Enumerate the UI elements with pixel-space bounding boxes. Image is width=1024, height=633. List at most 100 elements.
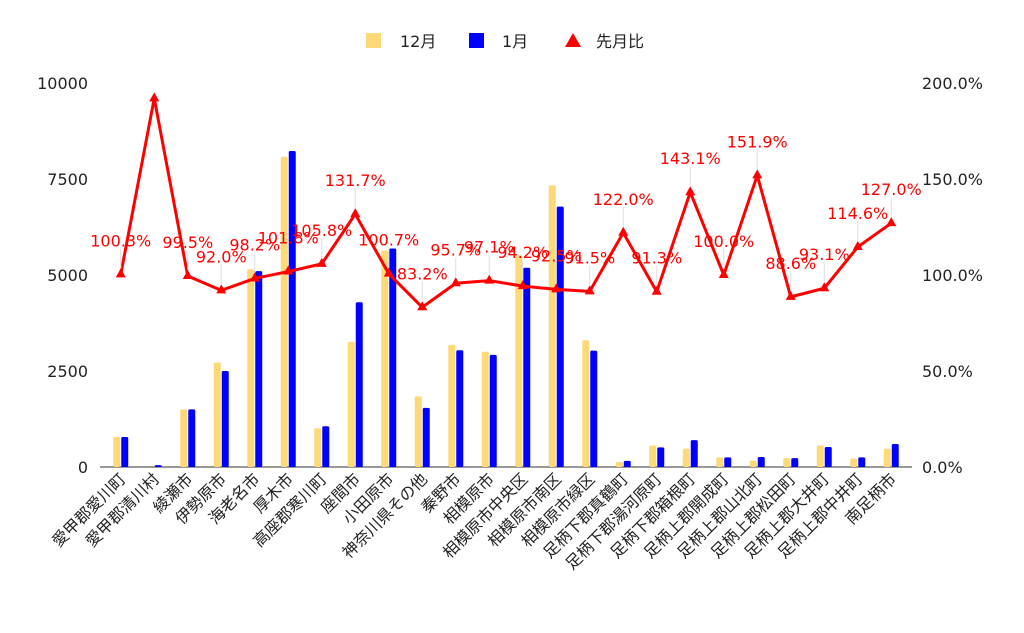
bar-12月-伊勢原市	[213, 362, 221, 467]
bar-12月-相模原市	[481, 351, 489, 467]
bar-12月-秦野市	[448, 344, 456, 467]
ratio-point-相模原市	[484, 274, 495, 284]
bar-1月-相模原市南区	[556, 206, 564, 467]
bar-12月-厚木市	[280, 156, 288, 467]
bar-1月-足柄下郡箱根町	[690, 440, 698, 467]
ratio-point-綾瀬市	[182, 269, 193, 279]
ratio-point-神奈川県その他	[417, 301, 428, 311]
left-tick-label: 5000	[47, 266, 88, 285]
bar-12月-足柄上郡山北町	[749, 460, 757, 467]
data-label-相模原市中央区: 94.2%	[497, 243, 548, 262]
right-tick-label: 50.0%	[922, 362, 973, 381]
data-label-座間市: 131.7%	[325, 171, 386, 190]
right-tick-label: 200.0%	[922, 74, 983, 93]
ratio-point-足柄上郡山北町	[752, 169, 763, 179]
bar-12月-高座郡寒川町	[314, 428, 322, 467]
ratio-point-厚木市	[283, 265, 294, 275]
bar-12月-神奈川県その他	[414, 396, 422, 467]
data-label-神奈川県その他: 83.2%	[397, 264, 448, 283]
bar-1月-足柄下郡真鶴町	[623, 460, 631, 467]
ratio-point-相模原市南区	[551, 283, 562, 293]
ratio-point-愛甲郡愛川町	[115, 268, 126, 278]
legend: 12月 1月 先月比	[366, 32, 644, 51]
data-label-足柄下郡湯河原町: 91.3%	[631, 249, 682, 268]
ratio-point-秦野市	[450, 277, 461, 287]
bar-12月-足柄上郡松田町	[783, 458, 791, 467]
data-label-小田原市: 100.7%	[358, 231, 419, 250]
legend-swatch-12月	[366, 33, 381, 48]
ratio-point-伊勢原市	[216, 284, 227, 294]
bar-1月-足柄上郡山北町	[757, 457, 765, 467]
ratio-point-座間市	[350, 208, 361, 218]
ratio-point-南足柄市	[886, 217, 897, 227]
bar-1月-愛甲郡愛川町	[121, 437, 129, 467]
right-tick-label: 100.0%	[922, 266, 983, 285]
data-label-相模原市: 97.1%	[464, 238, 515, 257]
legend-label-12月: 12月	[400, 32, 436, 51]
ratio-line-path	[119, 96, 893, 309]
data-label-南足柄市: 127.0%	[861, 180, 922, 199]
right-tick-label: 0.0%	[922, 458, 963, 477]
bar-1月-厚木市	[288, 150, 296, 467]
bar-12月-足柄下郡湯河原町	[649, 445, 657, 467]
ratio-point-足柄上郡開成町	[718, 269, 729, 278]
ratio-point-足柄下郡真鶴町	[618, 226, 629, 236]
ratio-point-足柄上郡松田町	[785, 290, 796, 300]
data-label-厚木市: 101.8%	[258, 229, 319, 248]
bar-1月-愛甲郡清川村	[154, 465, 162, 467]
legend-swatch-先月比	[565, 33, 581, 47]
bar-1月-相模原市	[489, 354, 497, 467]
data-label-相模原市南区: 92.5%	[531, 246, 582, 265]
bar-12月-足柄下郡真鶴町	[615, 462, 623, 467]
category-labels: 愛甲郡愛川町愛甲郡清川村綾瀬市伊勢原市海老名市厚木市高座郡寒川町座間市小田原市神…	[48, 469, 900, 573]
bar-1月-足柄上郡開成町	[724, 457, 732, 467]
left-axis: 0 2500 5000 7500 10000	[37, 74, 88, 477]
right-tick-label: 150.0%	[922, 170, 983, 189]
left-tick-label: 0	[78, 458, 88, 477]
bar-12月-海老名市	[247, 269, 255, 467]
bar-12月-相模原市南区	[548, 185, 556, 467]
bar-1月-海老名市	[255, 271, 263, 467]
ratio-point-小田原市	[383, 267, 394, 277]
bar-12月-座間市	[347, 341, 355, 467]
bars	[113, 150, 899, 467]
ratio-point-足柄下郡湯河原町	[651, 285, 662, 295]
ratio-point-相模原市緑区	[584, 285, 595, 295]
bar-1月-秦野市	[456, 350, 464, 467]
data-label-足柄下郡真鶴町: 122.0%	[593, 190, 654, 209]
ratio-point-足柄下郡箱根町	[685, 186, 696, 196]
bar-12月-相模原市緑区	[582, 340, 590, 467]
bar-1月-足柄下郡湯河原町	[657, 447, 665, 467]
legend-label-1月: 1月	[502, 32, 528, 51]
data-label-綾瀬市: 99.5%	[162, 233, 213, 252]
ratio-point-相模原市中央区	[517, 280, 528, 290]
bar-1月-伊勢原市	[221, 371, 229, 467]
data-label-秦野市: 95.7%	[430, 240, 481, 259]
bar-1月-足柄上郡中井町	[858, 457, 866, 467]
ratio-point-足柄上郡大井町	[819, 282, 830, 292]
left-tick-label: 7500	[47, 170, 88, 189]
right-axis: 0.0% 50.0% 100.0% 150.0% 200.0%	[922, 74, 983, 477]
data-label-足柄上郡大井町: 93.1%	[799, 245, 850, 264]
ratio-point-愛甲郡清川村	[149, 92, 160, 102]
bar-12月-愛甲郡愛川町	[113, 437, 121, 467]
bar-12月-綾瀬市	[180, 409, 188, 467]
ratio-point-足柄上郡中井町	[852, 240, 863, 250]
legend-swatch-1月	[469, 33, 484, 48]
data-label-足柄上郡中井町: 114.6%	[827, 204, 888, 223]
data-labels: 100.3% 99.5%92.0%98.2%101.8%105.8% 131.7% 1…	[90, 132, 922, 302]
bar-12月-足柄上郡大井町	[816, 445, 824, 467]
bar-1月-座間市	[355, 302, 363, 467]
bar-12月-南足柄市	[883, 448, 891, 467]
ratio-line	[115, 92, 897, 311]
bar-1月-相模原市緑区	[590, 350, 598, 467]
bar-1月-南足柄市	[891, 443, 899, 467]
data-label-伊勢原市: 92.0%	[196, 247, 247, 266]
bar-1月-綾瀬市	[188, 409, 196, 467]
data-label-高座郡寒川町: 105.8%	[291, 221, 352, 240]
bar-1月-小田原市	[389, 248, 397, 467]
legend-label-先月比: 先月比	[596, 32, 644, 51]
bar-12月-足柄下郡箱根町	[682, 448, 690, 467]
bar-1月-相模原市中央区	[523, 267, 531, 467]
